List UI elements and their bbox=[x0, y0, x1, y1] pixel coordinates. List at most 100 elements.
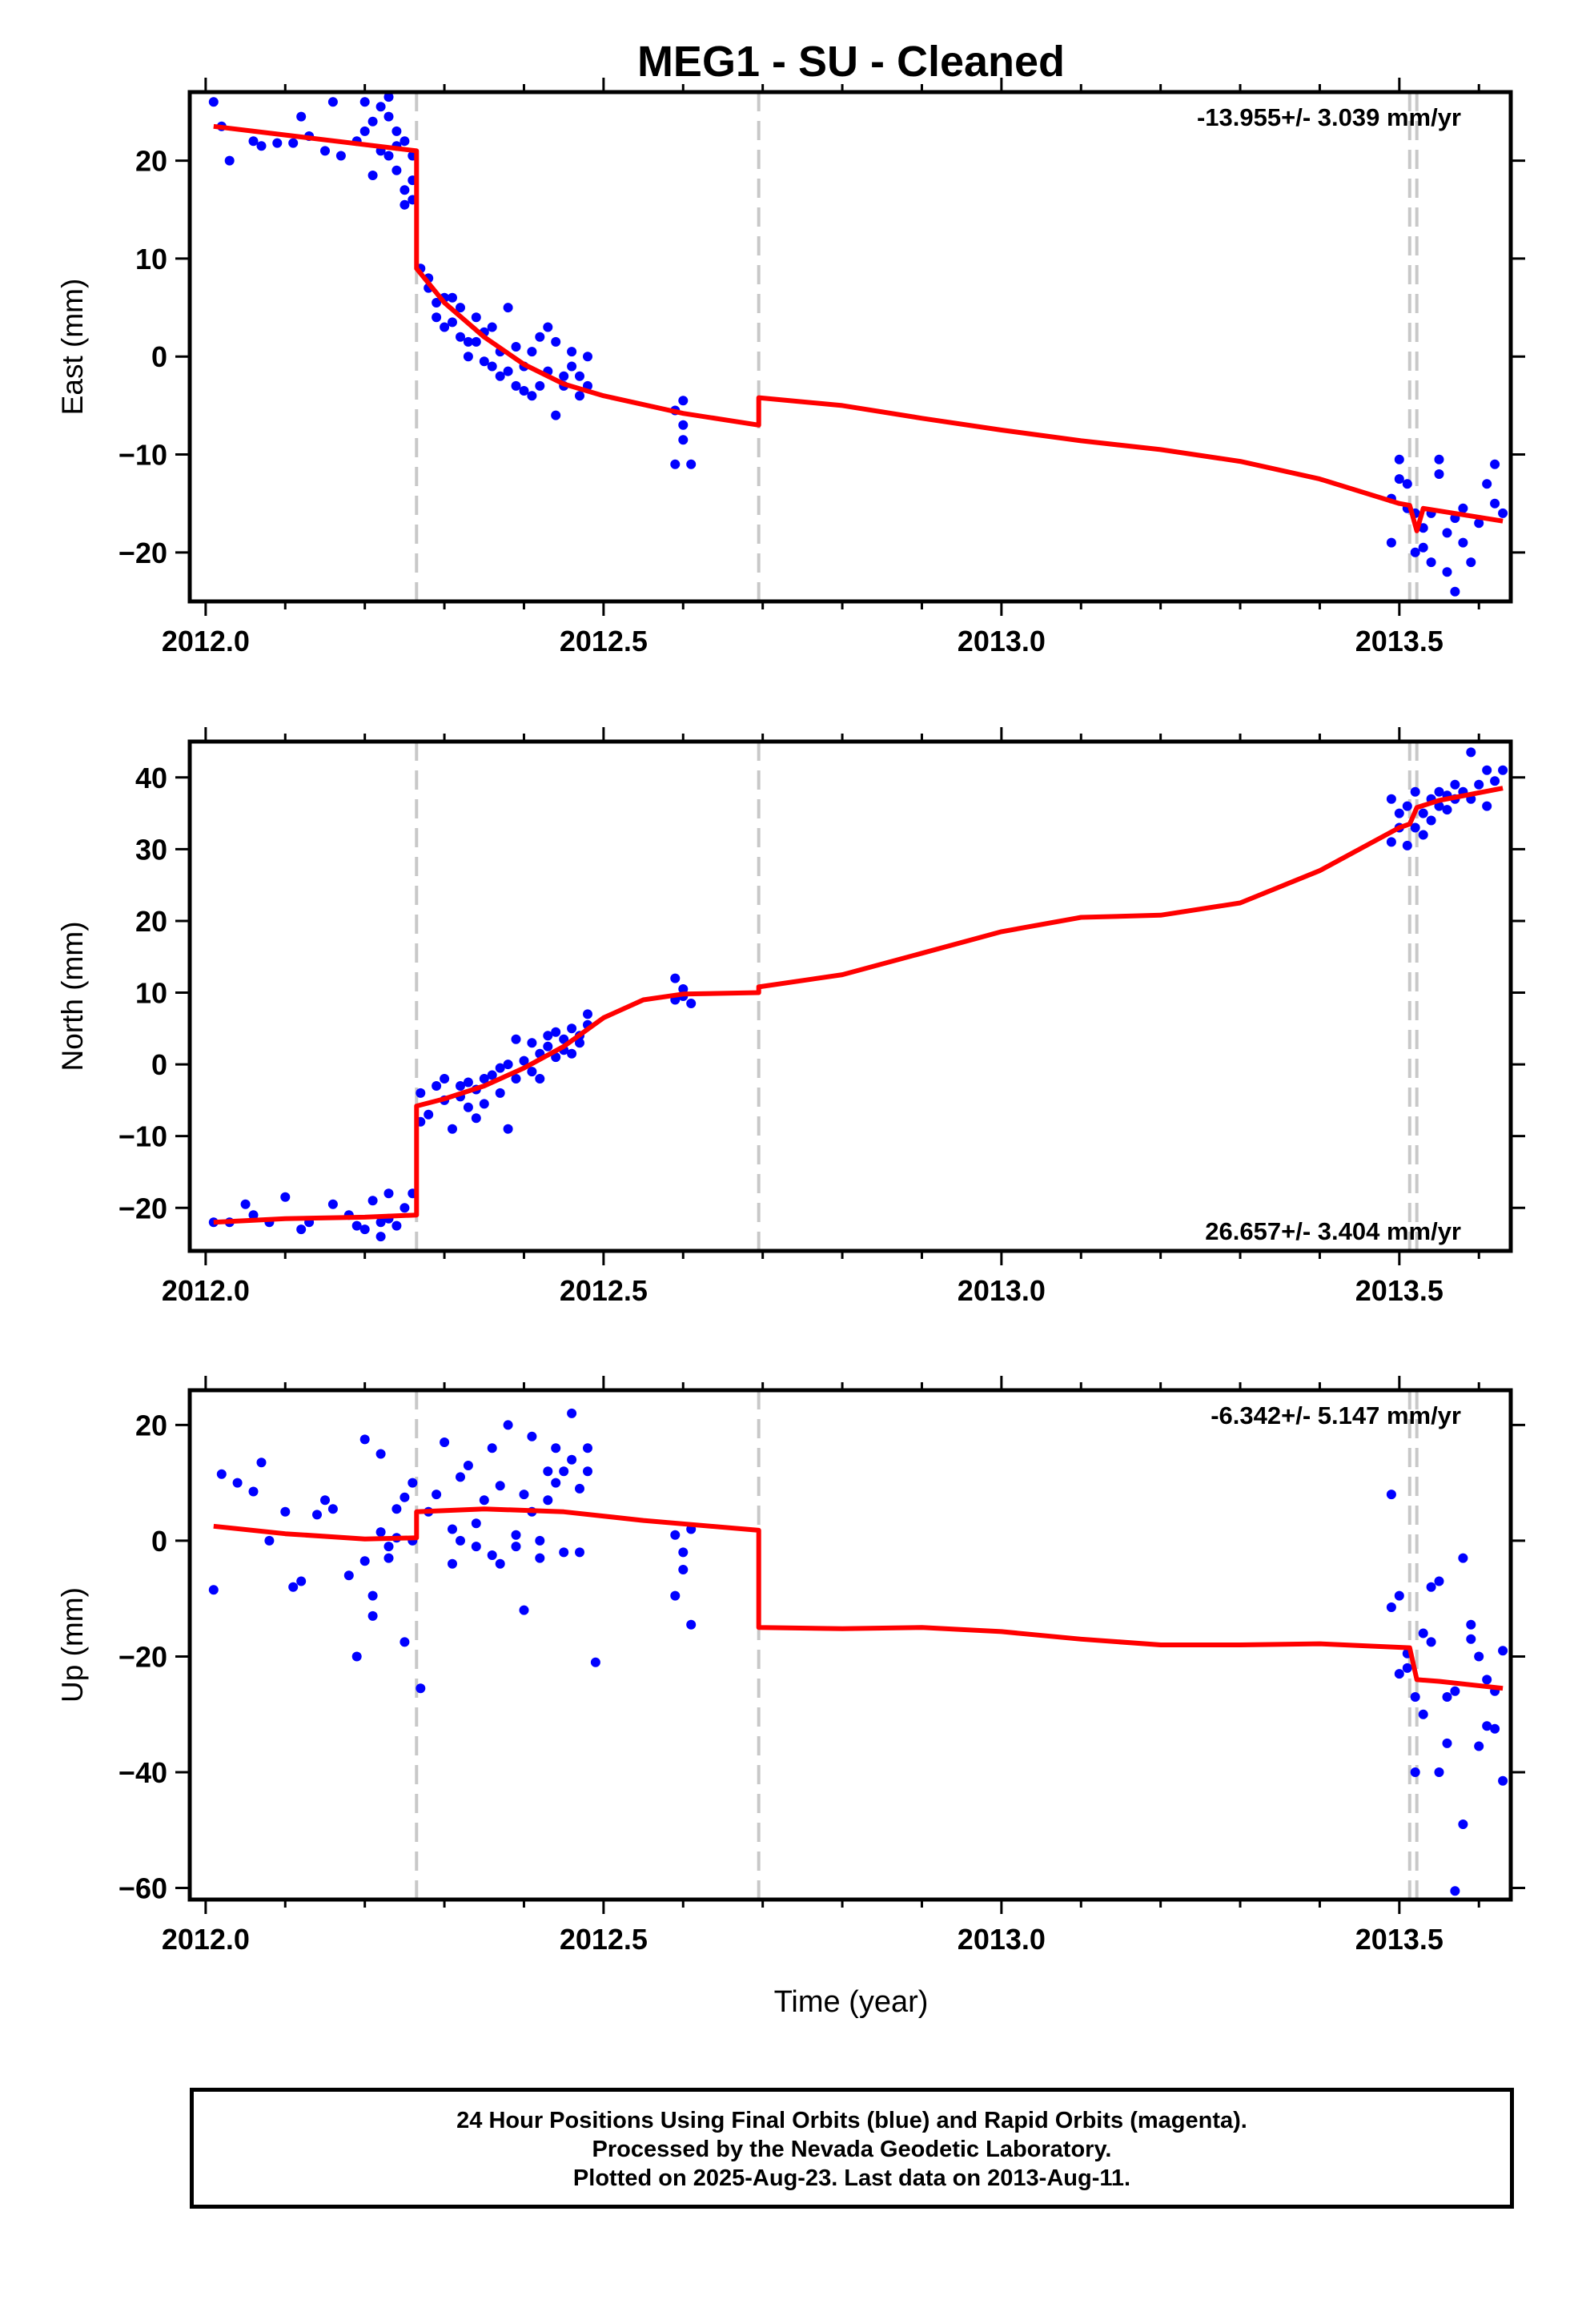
up-data-point bbox=[487, 1443, 497, 1454]
up-data-point bbox=[1418, 1628, 1428, 1638]
up-data-point bbox=[1386, 1490, 1396, 1500]
up-data-point bbox=[503, 1420, 513, 1430]
up-data-point bbox=[1466, 1634, 1476, 1644]
east-data-point bbox=[1418, 523, 1428, 533]
north-data-point bbox=[432, 1081, 442, 1091]
up-data-point bbox=[686, 1619, 697, 1630]
footer-line-1: 24 Hour Positions Using Final Orbits (bl… bbox=[456, 2108, 1247, 2133]
up-data-point bbox=[487, 1550, 497, 1560]
up-data-point bbox=[511, 1542, 521, 1552]
north-data-point bbox=[1466, 747, 1476, 758]
up-data-point bbox=[1482, 1675, 1492, 1685]
up-data-point bbox=[1442, 1692, 1452, 1702]
up-data-point bbox=[1386, 1602, 1396, 1612]
up-data-point bbox=[375, 1449, 386, 1459]
east-data-point bbox=[1410, 547, 1420, 557]
east-y-tick-label: 20 bbox=[135, 145, 167, 178]
up-data-point bbox=[1466, 1619, 1476, 1630]
east-data-point bbox=[248, 136, 259, 147]
east-data-point bbox=[551, 336, 561, 347]
east-data-point bbox=[511, 380, 521, 391]
up-data-point bbox=[343, 1570, 354, 1581]
up-y-tick-label: −40 bbox=[118, 1756, 167, 1789]
north-data-point bbox=[535, 1074, 545, 1084]
east-x-tick-label: 2013.5 bbox=[1355, 625, 1443, 657]
up-data-point bbox=[408, 1478, 418, 1488]
east-x-tick-label: 2012.5 bbox=[560, 625, 648, 657]
up-data-point bbox=[264, 1535, 275, 1546]
east-data-point bbox=[400, 136, 410, 147]
north-y-tick-label: 10 bbox=[135, 977, 167, 1010]
up-data-point bbox=[1434, 1576, 1444, 1586]
north-data-point bbox=[519, 1055, 529, 1066]
footer-box: 24 Hour Positions Using Final Orbits (bl… bbox=[190, 2088, 1514, 2209]
east-data-point bbox=[1490, 459, 1500, 469]
up-data-point bbox=[1458, 1819, 1468, 1829]
east-data-point bbox=[583, 352, 592, 362]
north-data-point bbox=[495, 1063, 505, 1073]
north-data-point bbox=[503, 1124, 513, 1134]
up-data-point bbox=[1418, 1709, 1428, 1719]
east-data-point bbox=[367, 171, 378, 180]
up-y-axis-label: Up (mm) bbox=[56, 1587, 89, 1703]
north-data-point bbox=[1410, 786, 1420, 797]
north-data-point bbox=[567, 1023, 577, 1034]
up-data-point bbox=[320, 1495, 330, 1506]
east-data-point bbox=[375, 102, 386, 112]
up-data-point bbox=[519, 1490, 529, 1500]
east-data-point bbox=[296, 111, 307, 122]
up-x-tick-label: 2013.5 bbox=[1355, 1923, 1443, 1956]
up-data-point bbox=[359, 1556, 370, 1566]
footer-line-3: Plotted on 2025-Aug-23. Last data on 201… bbox=[572, 2165, 1131, 2191]
up-data-point bbox=[495, 1481, 505, 1491]
north-data-point bbox=[503, 1059, 513, 1070]
up-data-point bbox=[288, 1582, 299, 1592]
up-data-point bbox=[208, 1585, 219, 1595]
north-y-tick-label: 0 bbox=[151, 1048, 167, 1081]
north-data-point bbox=[479, 1074, 489, 1084]
up-data-point bbox=[1426, 1637, 1436, 1647]
east-data-point bbox=[1442, 567, 1452, 577]
east-x-tick-label: 2012.0 bbox=[162, 625, 250, 657]
north-data-points bbox=[208, 747, 1508, 1242]
up-data-point bbox=[583, 1443, 592, 1454]
east-data-point bbox=[678, 435, 689, 445]
north-y-tick-label: 30 bbox=[135, 833, 167, 866]
up-data-point bbox=[551, 1478, 561, 1488]
north-data-point bbox=[1442, 805, 1452, 815]
up-data-point bbox=[471, 1542, 481, 1552]
east-data-point bbox=[432, 298, 442, 308]
east-data-point bbox=[1426, 557, 1436, 568]
north-data-point bbox=[448, 1124, 457, 1134]
east-data-point bbox=[383, 111, 394, 122]
north-data-point bbox=[440, 1074, 450, 1084]
north-data-point bbox=[678, 984, 689, 994]
east-data-point bbox=[487, 322, 497, 332]
north-data-point bbox=[463, 1077, 473, 1088]
east-data-point bbox=[335, 151, 346, 161]
east-data-point bbox=[575, 371, 584, 381]
north-data-point bbox=[1402, 801, 1412, 811]
north-data-point bbox=[527, 1067, 537, 1077]
up-data-point bbox=[400, 1492, 410, 1502]
up-x-tick-label: 2012.5 bbox=[560, 1923, 648, 1956]
north-y-tick-label: −10 bbox=[118, 1120, 167, 1153]
up-data-point bbox=[1426, 1582, 1436, 1592]
up-data-point bbox=[590, 1657, 600, 1667]
up-data-point bbox=[1450, 1886, 1460, 1896]
north-data-point bbox=[1386, 837, 1396, 847]
up-plot-frame bbox=[187, 1388, 1513, 1902]
east-data-point bbox=[367, 116, 378, 127]
east-data-point bbox=[535, 380, 545, 391]
east-data-point bbox=[1394, 474, 1404, 485]
north-data-point bbox=[559, 1034, 569, 1044]
east-data-point bbox=[487, 361, 497, 372]
east-data-point bbox=[511, 342, 521, 352]
up-y-tick-label: 20 bbox=[135, 1409, 167, 1441]
north-data-point bbox=[296, 1224, 307, 1235]
east-y-tick-label: −20 bbox=[118, 537, 167, 569]
north-y-tick-label: 40 bbox=[135, 762, 167, 794]
up-data-point bbox=[1410, 1767, 1420, 1777]
north-data-point bbox=[1482, 765, 1492, 775]
up-data-point bbox=[1498, 1646, 1508, 1656]
